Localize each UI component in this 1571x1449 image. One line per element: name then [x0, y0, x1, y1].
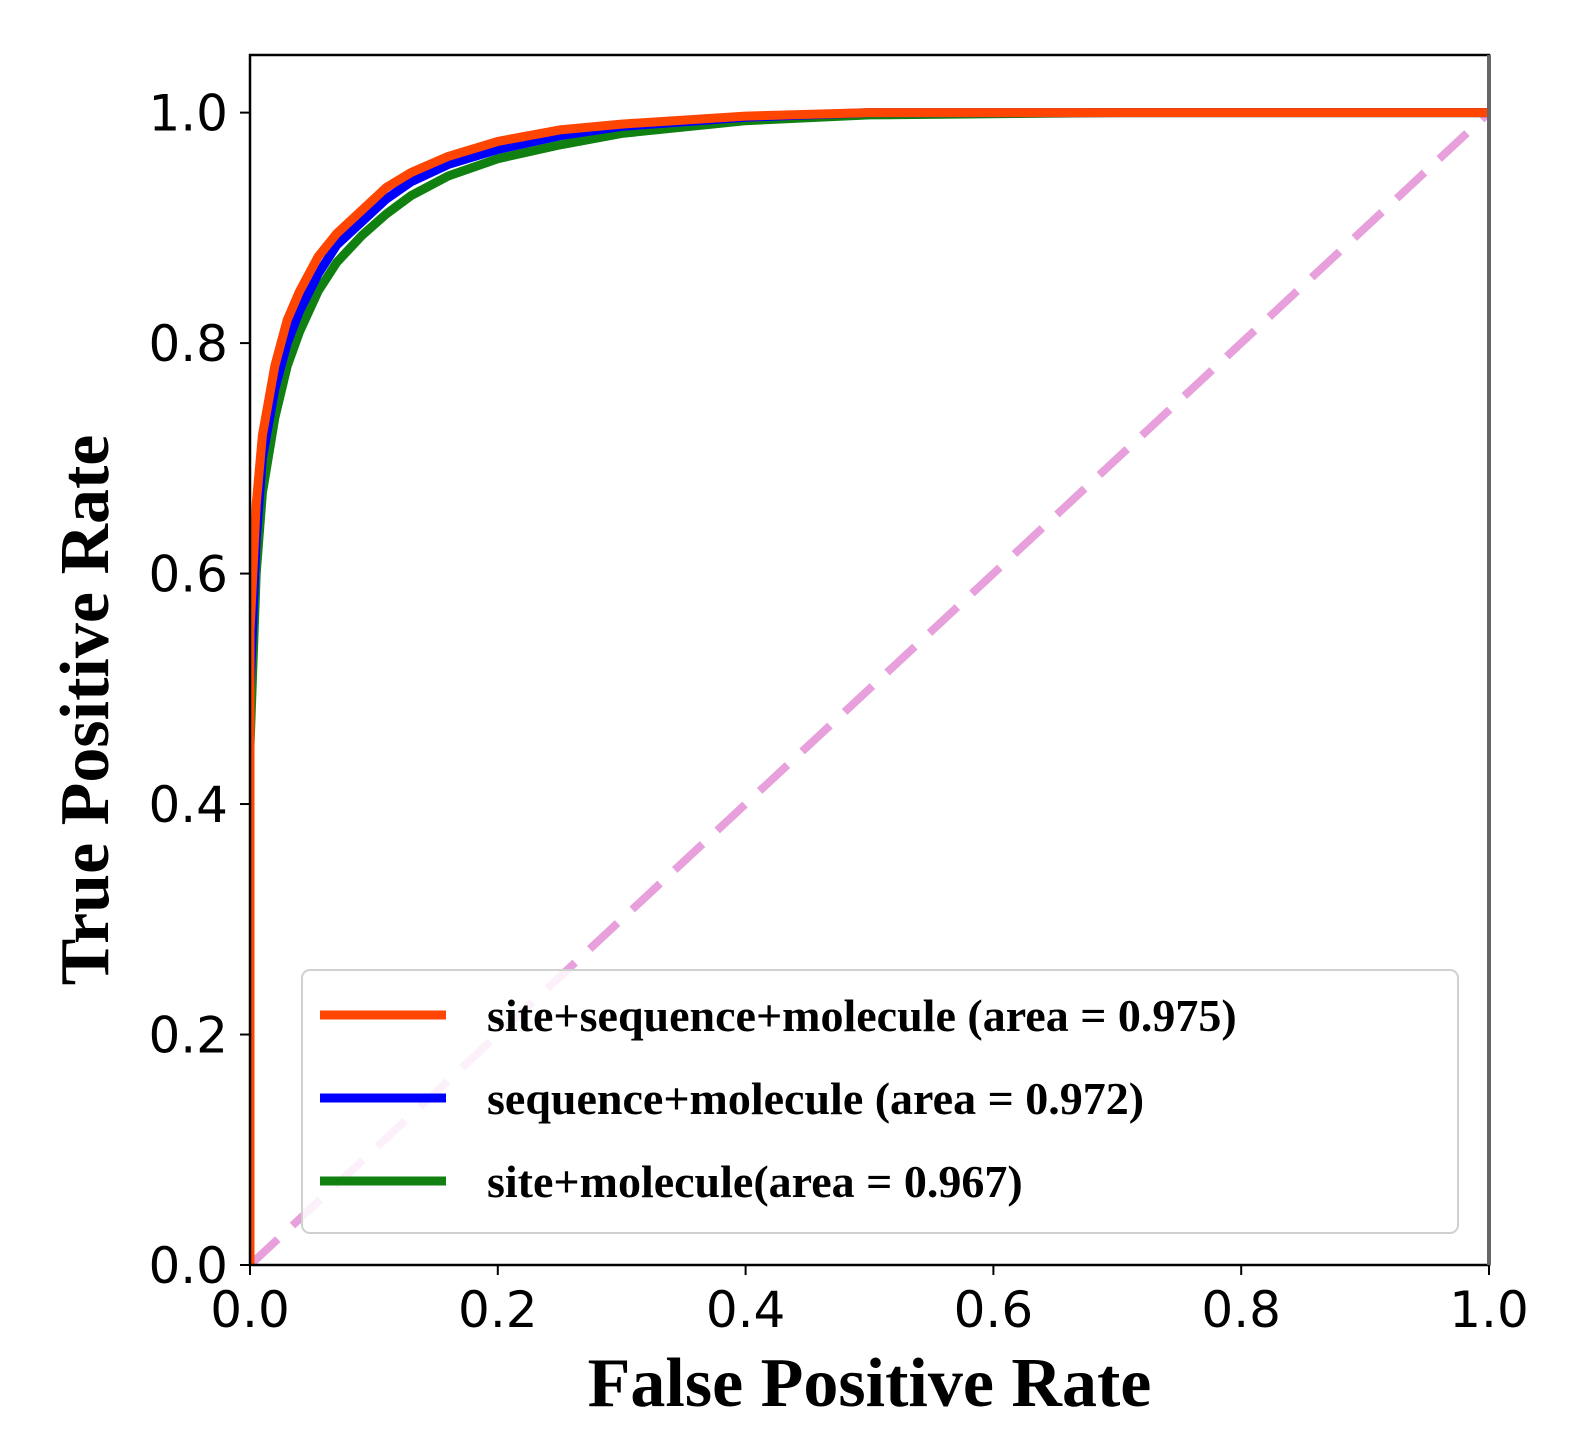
- x-tick-label: 0.2: [458, 1281, 538, 1339]
- legend-label-2: site+molecule(area = 0.967): [487, 1156, 1023, 1207]
- legend-box: [301, 969, 1459, 1234]
- y-tick-label: 0.8: [148, 315, 228, 373]
- x-tick-label: 0.8: [1201, 1281, 1281, 1339]
- roc-series-line-0: [250, 108, 1489, 1265]
- y-tick-label: 1.0: [148, 85, 228, 143]
- x-tick-label: 0.6: [954, 1281, 1034, 1339]
- chance-diagonal-line: [250, 109, 1489, 1265]
- x-axis-title: False Positive Rate: [588, 1345, 1152, 1422]
- y-tick-label: 0.2: [148, 1007, 228, 1065]
- y-tick-label: 0.0: [148, 1237, 228, 1295]
- plot-frame: [248, 53, 1491, 1267]
- y-tick-label: 0.4: [148, 776, 228, 834]
- y-tick-label: 0.6: [148, 546, 228, 604]
- legend-label-1: sequence+molecule (area = 0.972): [487, 1073, 1144, 1124]
- legend: site+sequence+molecule (area = 0.975) seq…: [301, 969, 1459, 1234]
- x-tick-label: 1.0: [1449, 1281, 1529, 1339]
- plot-area: [250, 108, 1489, 1265]
- legend-label-0: site+sequence+molecule (area = 0.975): [487, 990, 1237, 1041]
- x-tick-label: 0.4: [706, 1281, 786, 1339]
- x-tick-label: 0.0: [210, 1281, 290, 1339]
- axis-ticks: 0.0 0.2 0.4 0.6 0.8 1.0 0.0 0.2 0.4 0.6 0.8 1.0: [148, 85, 1528, 1339]
- y-axis-title: True Positive Rate: [47, 435, 124, 986]
